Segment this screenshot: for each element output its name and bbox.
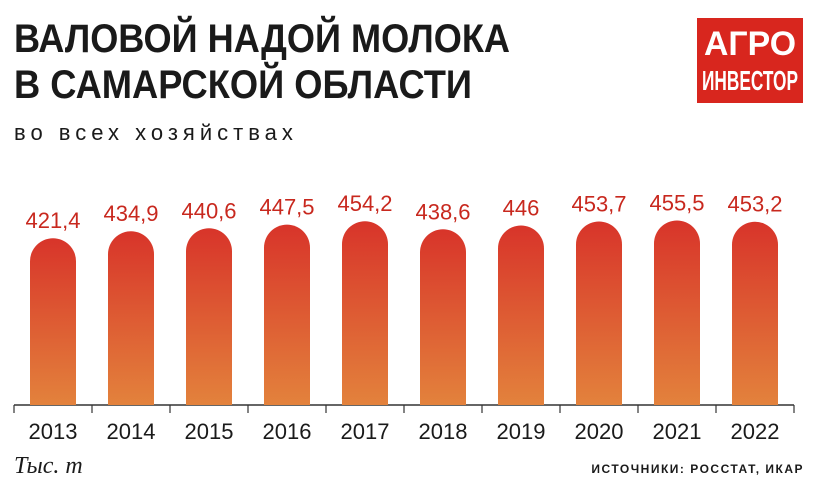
bar <box>732 221 778 405</box>
bar <box>654 220 700 405</box>
bar <box>420 229 466 405</box>
chart-title: ВАЛОВОЙ НАДОЙ МОЛОКА <box>14 15 510 61</box>
value-label: 440,6 <box>181 198 236 223</box>
unit-label: Тыс. т <box>14 453 83 479</box>
x-tick-label: 2017 <box>341 419 390 444</box>
x-tick-label: 2014 <box>107 419 156 444</box>
logo-text: ИНВЕСТОР <box>702 65 798 96</box>
value-label: 446 <box>503 195 540 220</box>
bar <box>264 224 310 405</box>
bar <box>186 228 233 405</box>
value-label: 438,6 <box>415 199 470 224</box>
bar <box>576 221 622 405</box>
value-label: 447,5 <box>259 195 314 220</box>
bar <box>30 238 76 405</box>
chart-subtitle: во всех хозяйствах <box>14 120 298 145</box>
source-note: ИСТОЧНИКИ: РОССТАТ, ИКАР <box>591 462 804 476</box>
bar <box>342 221 388 405</box>
x-tick-label: 2019 <box>497 419 546 444</box>
chart-title: В САМАРСКОЙ ОБЛАСТИ <box>14 61 472 107</box>
x-tick-label: 2016 <box>263 419 312 444</box>
value-label: 434,9 <box>103 201 158 226</box>
value-label: 453,2 <box>727 192 782 217</box>
x-tick-label: 2021 <box>653 419 702 444</box>
logo-box <box>697 18 803 103</box>
value-label: 421,4 <box>25 208 80 233</box>
x-tick-label: 2020 <box>575 419 624 444</box>
x-tick-label: 2015 <box>185 419 234 444</box>
x-tick-label: 2018 <box>419 419 468 444</box>
x-tick-label: 2022 <box>731 419 780 444</box>
bar <box>108 231 154 405</box>
bar <box>498 225 544 405</box>
value-label: 455,5 <box>649 191 704 216</box>
value-label: 453,7 <box>571 191 626 216</box>
x-tick-label: 2013 <box>29 419 78 444</box>
logo-text: АГРО <box>704 25 796 63</box>
value-label: 454,2 <box>337 191 392 216</box>
